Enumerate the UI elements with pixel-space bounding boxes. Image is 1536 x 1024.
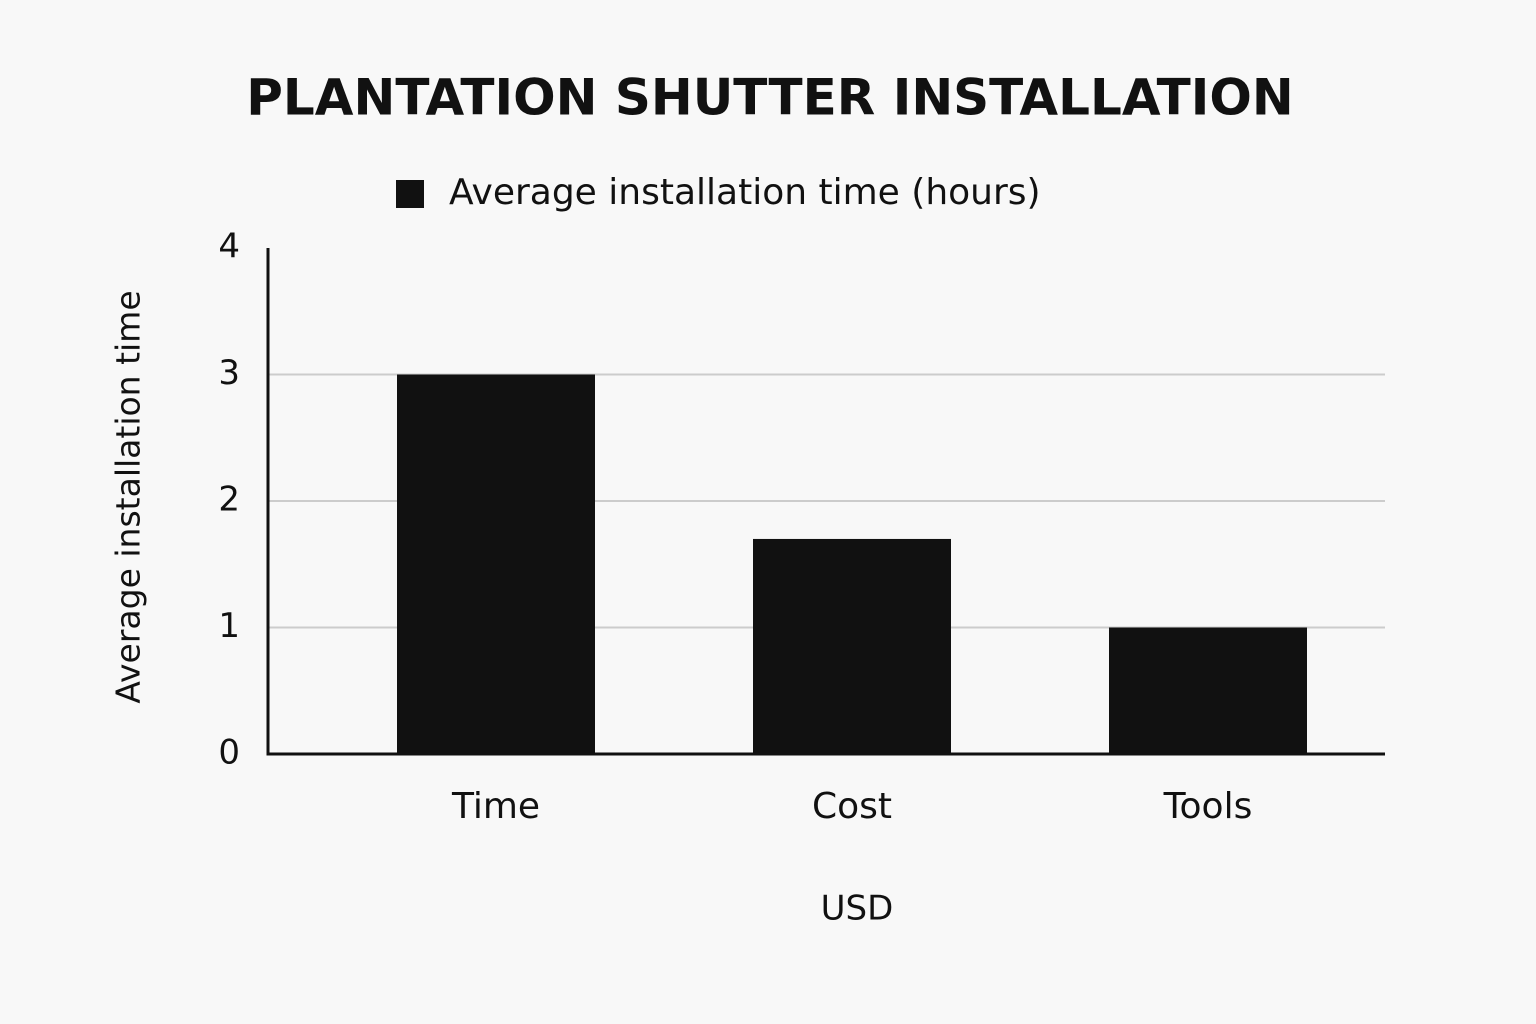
- legend-label: Average installation time (hours): [449, 172, 1041, 213]
- y-tick-label: 3: [218, 353, 240, 393]
- x-tick-label: Tools: [1163, 786, 1253, 827]
- chart-title: PLANTATION SHUTTER INSTALLATION: [246, 69, 1293, 127]
- x-tick-label: Cost: [812, 786, 892, 827]
- y-tick-label: 2: [218, 480, 240, 520]
- x-tick-label: Time: [451, 786, 540, 827]
- x-axis-label: USD: [821, 889, 894, 929]
- y-axis-label: Average installation time: [109, 290, 148, 703]
- y-tick-label: 1: [218, 606, 240, 646]
- bar: [753, 538, 951, 754]
- bar: [397, 374, 595, 754]
- y-tick-label: 0: [218, 733, 240, 773]
- bar: [1109, 627, 1307, 754]
- y-tick-label: 4: [218, 227, 240, 267]
- legend-swatch: [396, 180, 424, 208]
